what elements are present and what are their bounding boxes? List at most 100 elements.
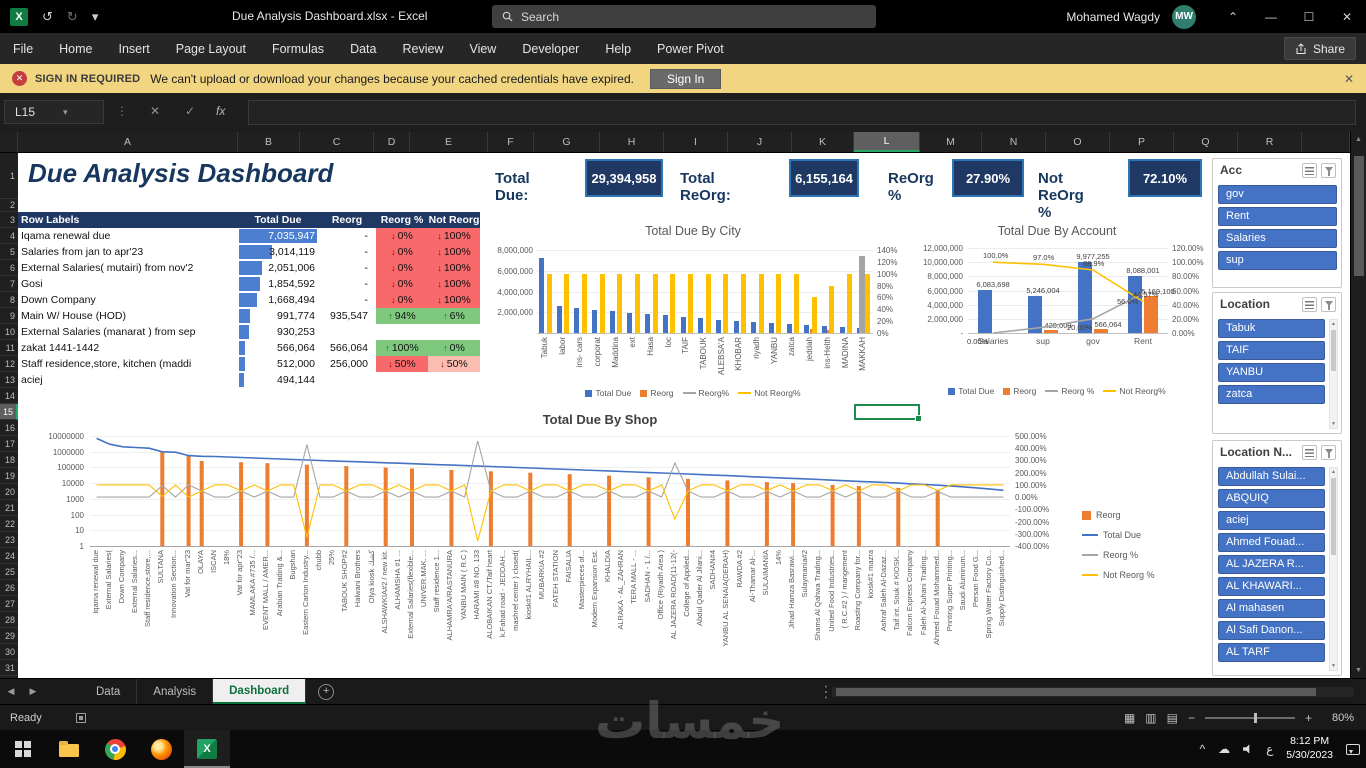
cancel-icon[interactable]: ✕ [150, 104, 161, 118]
insert-function-icon[interactable]: fx [216, 104, 226, 118]
row-header-7[interactable]: 7 [0, 276, 18, 292]
account-name[interactable]: Mohamed Wagdy [1066, 9, 1160, 24]
row-header-8[interactable]: 8 [0, 292, 18, 308]
column-header-l[interactable]: L [854, 132, 920, 152]
column-header-d[interactable]: D [374, 132, 410, 152]
slicer-item-yanbu[interactable]: YANBU [1218, 363, 1325, 382]
row-header-2[interactable]: 2 [0, 199, 18, 212]
row-header-5[interactable]: 5 [0, 244, 18, 260]
zoom-level[interactable]: 80% [1331, 711, 1354, 724]
slicer-clear-filter-button[interactable] [1321, 297, 1336, 312]
column-header-c[interactable]: C [300, 132, 374, 152]
formula-input[interactable] [248, 100, 1356, 125]
name-box-dropdown-icon[interactable]: ▾ [63, 106, 68, 117]
maximize-button[interactable]: ☐ [1303, 9, 1315, 24]
file-explorer-icon[interactable] [46, 730, 92, 768]
ribbon-tab-file[interactable]: File [13, 41, 34, 56]
slicer-item-rent[interactable]: Rent [1218, 207, 1337, 226]
row-header-23[interactable]: 23 [0, 532, 18, 548]
redo-icon[interactable]: ↻ [66, 8, 78, 24]
macro-record-icon[interactable] [75, 712, 86, 723]
ribbon-tab-help[interactable]: Help [605, 41, 632, 56]
ribbon-display-options-icon[interactable]: ⌃ [1227, 9, 1239, 24]
ribbon-tab-view[interactable]: View [469, 41, 497, 56]
zoom-out-icon[interactable]: − [1187, 710, 1195, 725]
slicer-multiselect-button[interactable] [1302, 445, 1317, 460]
row-header-18[interactable]: 18 [0, 452, 18, 468]
slicer-item-abquiq[interactable]: ABQUIQ [1218, 489, 1325, 508]
slicer-multiselect-button[interactable] [1302, 297, 1317, 312]
share-button[interactable]: Share [1283, 37, 1356, 60]
row-header-21[interactable]: 21 [0, 500, 18, 516]
language-indicator[interactable]: ع [1266, 742, 1274, 756]
speaker-icon[interactable] [1243, 744, 1250, 754]
start-button[interactable] [0, 730, 46, 768]
taskbar-clock[interactable]: 8:12 PM 5/30/2023 [1286, 735, 1333, 762]
normal-view-icon[interactable]: ▦ [1123, 710, 1136, 725]
scroll-down-icon[interactable]: ▼ [1331, 421, 1336, 427]
column-header-r[interactable]: R [1238, 132, 1302, 152]
minimize-button[interactable]: — [1265, 9, 1277, 24]
ribbon-tab-formulas[interactable]: Formulas [271, 41, 325, 56]
scroll-thumb[interactable] [1331, 330, 1336, 372]
row-header-4[interactable]: 4 [0, 228, 18, 244]
column-header-g[interactable]: G [534, 132, 600, 152]
row-header-9[interactable]: 9 [0, 308, 18, 324]
row-header-16[interactable]: 16 [0, 420, 18, 436]
slicer-item-zatca[interactable]: zatca [1218, 385, 1325, 404]
hidden-icons-chevron-icon[interactable]: ^ [1199, 742, 1206, 756]
undo-icon[interactable]: ↺ [42, 8, 53, 24]
row-header-28[interactable]: 28 [0, 612, 18, 628]
scroll-down-icon[interactable]: ▼ [1331, 663, 1336, 669]
slicer-scrollbar[interactable]: ▲ ▼ [1329, 319, 1338, 429]
row-header-15[interactable]: 15 [0, 404, 18, 420]
sheet-nav-left-icon[interactable]: ◀ [7, 686, 15, 696]
row-header-30[interactable]: 30 [0, 644, 18, 660]
close-button[interactable]: ✕ [1341, 9, 1353, 24]
column-header-f[interactable]: F [488, 132, 534, 152]
row-header-20[interactable]: 20 [0, 484, 18, 500]
column-header-j[interactable]: J [728, 132, 792, 152]
row-header-19[interactable]: 19 [0, 468, 18, 484]
column-header-q[interactable]: Q [1174, 132, 1238, 152]
selected-cell-L15[interactable] [854, 404, 922, 422]
ribbon-tab-home[interactable]: Home [59, 41, 93, 56]
new-sheet-button[interactable]: + [318, 683, 335, 700]
zoom-slider-thumb[interactable] [1254, 712, 1258, 723]
name-box[interactable]: L15 ▾ [4, 100, 104, 124]
sheet-tab-analysis[interactable]: Analysis [137, 679, 214, 704]
slicer-item-al-tarf[interactable]: AL TARF [1218, 643, 1325, 662]
row-header-27[interactable]: 27 [0, 596, 18, 612]
select-all-corner[interactable] [0, 132, 18, 152]
slicer-clear-filter-button[interactable] [1321, 163, 1336, 178]
ribbon-tab-insert[interactable]: Insert [118, 41, 150, 56]
sheet-tab-dashboard[interactable]: Dashboard [213, 679, 307, 704]
onedrive-cloud-icon[interactable]: ☁ [1218, 742, 1231, 756]
scroll-up-icon[interactable]: ▲ [1331, 469, 1336, 475]
column-header-e[interactable]: E [410, 132, 488, 152]
ribbon-tab-page-layout[interactable]: Page Layout [175, 41, 246, 56]
ribbon-tab-data[interactable]: Data [350, 41, 377, 56]
slicer-item-al-jazera-r[interactable]: AL JAZERA R... [1218, 555, 1325, 574]
column-header-i[interactable]: I [664, 132, 728, 152]
slicer-item-taif[interactable]: TAIF [1218, 341, 1325, 360]
row-header-24[interactable]: 24 [0, 548, 18, 564]
column-header-n[interactable]: N [982, 132, 1046, 152]
slicer-item-tabuk[interactable]: Tabuk [1218, 319, 1325, 338]
row-header-17[interactable]: 17 [0, 436, 18, 452]
page-layout-view-icon[interactable]: ▥ [1145, 710, 1157, 725]
message-close-icon[interactable]: ✕ [1343, 71, 1354, 86]
column-header-k[interactable]: K [792, 132, 854, 152]
column-header-p[interactable]: P [1110, 132, 1174, 152]
row-header-6[interactable]: 6 [0, 260, 18, 276]
row-header-25[interactable]: 25 [0, 564, 18, 580]
row-header-3[interactable]: 3 [0, 212, 18, 228]
slicer-item-abdullah-sulai[interactable]: Abdullah Sulai... [1218, 467, 1325, 486]
slicer-item-aciej[interactable]: aciej [1218, 511, 1325, 530]
sign-in-button[interactable]: Sign In [650, 68, 722, 89]
customize-quick-access-icon[interactable]: ▾ [91, 8, 99, 24]
scroll-up-icon[interactable]: ▲ [1331, 321, 1336, 327]
scroll-up-icon[interactable]: ▲ [1355, 136, 1362, 143]
column-header-o[interactable]: O [1046, 132, 1110, 152]
row-header-14[interactable]: 14 [0, 388, 18, 404]
